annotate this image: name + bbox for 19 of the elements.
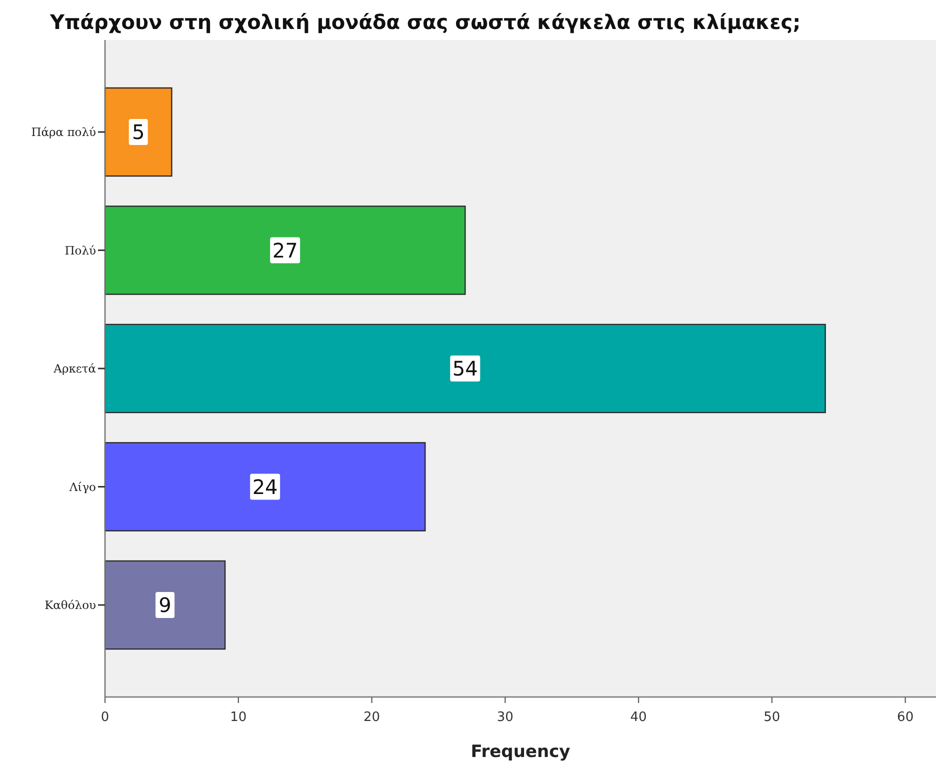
y-tick-label: Πάρα πολύ	[31, 125, 96, 140]
x-tick-label: 60	[897, 710, 914, 725]
y-tick-label: Αρκετά	[52, 362, 96, 376]
y-tick-label: Καθόλου	[44, 598, 96, 612]
x-tick-label: 10	[230, 710, 247, 725]
data-label: 24	[252, 474, 278, 499]
x-tick-label: 50	[764, 710, 780, 725]
data-label: 54	[452, 356, 478, 381]
data-label: 5	[132, 120, 145, 144]
x-tick-label: 30	[496, 710, 514, 725]
x-axis-title: Frequency	[470, 742, 570, 762]
data-label: 27	[272, 238, 298, 262]
data-label: 9	[158, 593, 172, 618]
x-tick-label: 20	[364, 710, 380, 725]
x-tick-label: 0	[100, 710, 110, 725]
x-tick-label: 40	[630, 710, 647, 725]
y-tick-label: Πολύ	[64, 243, 96, 258]
y-tick-label: Λίγο	[68, 480, 96, 494]
chart-title: Υπάρχουν στη σχολική μονάδα σας σωστά κάγκελα στις κλίμακες;	[49, 10, 801, 34]
